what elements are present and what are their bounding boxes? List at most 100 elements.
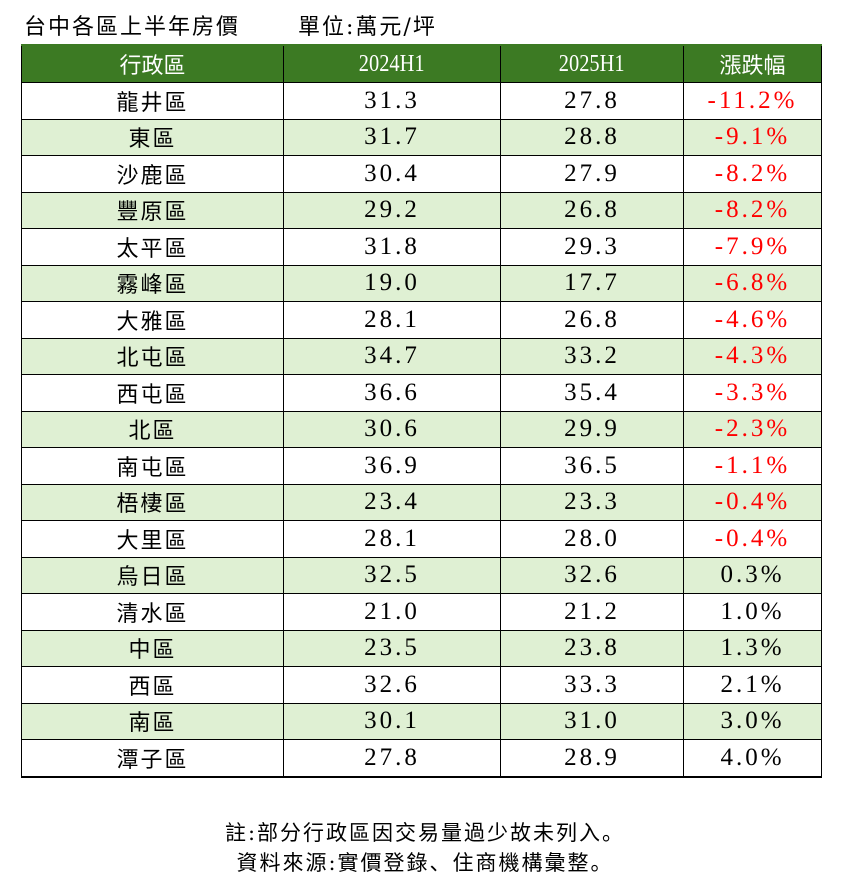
table-row: 西屯區 36.6 35.4 -3.3%: [21, 374, 822, 411]
change-cell: -0.4%: [683, 520, 822, 557]
table-row: 北屯區 34.7 33.2 -4.3%: [21, 337, 822, 375]
table-body: 龍井區 31.3 27.8 -11.2% 東區 31.7 28.8 -9.1% 沙鹿區 30.4 2…: [21, 82, 822, 778]
change-cell: -4.3%: [683, 337, 822, 375]
change-cell: 4.0%: [683, 739, 822, 778]
h2024-cell: 30.1: [283, 702, 501, 740]
change-cell: -7.9%: [683, 228, 822, 265]
table-row: 霧峰區 19.0 17.7 -6.8%: [21, 264, 822, 302]
change-cell: 1.3%: [683, 629, 822, 667]
district-cell: 大里區: [21, 520, 284, 557]
h2025-cell: 33.3: [500, 666, 684, 703]
table-row: 大雅區 28.1 26.8 -4.6%: [21, 301, 822, 338]
h2025-cell: 27.9: [500, 155, 684, 192]
h2024-cell: 23.5: [283, 629, 501, 667]
h2024-cell: 34.7: [283, 337, 501, 375]
district-cell: 中區: [21, 629, 284, 667]
h2025-cell: 21.2: [500, 593, 684, 630]
h2025-cell: 26.8: [500, 301, 684, 338]
table-row: 龍井區 31.3 27.8 -11.2%: [21, 82, 822, 119]
header-2025h1-label: 2025H1: [559, 50, 625, 77]
change-cell: -9.1%: [683, 118, 822, 156]
change-cell: -2.3%: [683, 410, 822, 448]
h2025-cell: 17.7: [500, 264, 684, 302]
note-exclusion: 註:部分行政區因交易量過少故未列入。: [224, 821, 626, 845]
table-row: 南區 30.1 31.0 3.0%: [21, 702, 822, 740]
h2024-cell: 36.9: [283, 447, 501, 484]
title-row: 台中各區上半年房價 單位:萬元/坪: [24, 8, 437, 42]
district-cell: 豐原區: [21, 191, 284, 229]
h2024-cell: 21.0: [283, 593, 501, 630]
district-cell: 沙鹿區: [21, 155, 284, 192]
notes: 註:部分行政區因交易量過少故未列入。 資料來源:實價登錄、住商機構彙整。: [0, 818, 850, 878]
h2025-cell: 35.4: [500, 374, 684, 411]
h2025-cell: 28.9: [500, 739, 684, 778]
h2024-cell: 29.2: [283, 191, 501, 229]
change-cell: 1.0%: [683, 593, 822, 630]
h2025-cell: 36.5: [500, 447, 684, 484]
header-change: 漲跌幅: [683, 44, 822, 83]
h2024-cell: 31.7: [283, 118, 501, 156]
header-2024h1-label: 2024H1: [359, 50, 425, 77]
district-cell: 太平區: [21, 228, 284, 265]
table-row: 潭子區 27.8 28.9 4.0%: [21, 739, 822, 778]
district-cell: 北屯區: [21, 337, 284, 375]
table-row: 大里區 28.1 28.0 -0.4%: [21, 520, 822, 557]
district-cell: 南區: [21, 702, 284, 740]
table-row: 東區 31.7 28.8 -9.1%: [21, 118, 822, 156]
h2024-cell: 30.6: [283, 410, 501, 448]
h2024-cell: 28.1: [283, 520, 501, 557]
change-cell: -6.8%: [683, 264, 822, 302]
change-cell: -8.2%: [683, 191, 822, 229]
unit-label: 單位:萬元/坪: [298, 15, 437, 40]
h2025-cell: 33.2: [500, 337, 684, 375]
change-cell: 3.0%: [683, 702, 822, 740]
table-row: 西區 32.6 33.3 2.1%: [21, 666, 822, 703]
district-cell: 南屯區: [21, 447, 284, 484]
h2025-cell: 26.8: [500, 191, 684, 229]
h2024-cell: 19.0: [283, 264, 501, 302]
h2025-cell: 28.8: [500, 118, 684, 156]
table-row: 南屯區 36.9 36.5 -1.1%: [21, 447, 822, 484]
change-cell: -11.2%: [683, 82, 822, 119]
district-cell: 西區: [21, 666, 284, 703]
h2025-cell: 27.8: [500, 82, 684, 119]
header-2025h1: 2025H1: [500, 44, 684, 83]
h2025-cell: 23.8: [500, 629, 684, 667]
change-cell: -3.3%: [683, 374, 822, 411]
district-cell: 西屯區: [21, 374, 284, 411]
change-cell: -4.6%: [683, 301, 822, 338]
page-title: 台中各區上半年房價: [24, 15, 241, 40]
h2024-cell: 23.4: [283, 483, 501, 521]
h2024-cell: 31.3: [283, 82, 501, 119]
district-cell: 東區: [21, 118, 284, 156]
table-row: 中區 23.5 23.8 1.3%: [21, 629, 822, 667]
district-cell: 龍井區: [21, 82, 284, 119]
h2024-cell: 31.8: [283, 228, 501, 265]
change-cell: -0.4%: [683, 483, 822, 521]
change-cell: 2.1%: [683, 666, 822, 703]
district-cell: 清水區: [21, 593, 284, 630]
h2024-cell: 32.6: [283, 666, 501, 703]
header-2024h1: 2024H1: [283, 44, 501, 83]
change-cell: 0.3%: [683, 556, 822, 594]
table-row: 清水區 21.0 21.2 1.0%: [21, 593, 822, 630]
h2025-cell: 28.0: [500, 520, 684, 557]
header-row: 行政區 2024H1 2025H1 漲跌幅: [21, 44, 822, 83]
change-cell: -1.1%: [683, 447, 822, 484]
table-row: 烏日區 32.5 32.6 0.3%: [21, 556, 822, 594]
table-row: 北區 30.6 29.9 -2.3%: [21, 410, 822, 448]
h2024-cell: 36.6: [283, 374, 501, 411]
district-cell: 北區: [21, 410, 284, 448]
change-cell: -8.2%: [683, 155, 822, 192]
h2025-cell: 29.9: [500, 410, 684, 448]
h2025-cell: 29.3: [500, 228, 684, 265]
table-row: 太平區 31.8 29.3 -7.9%: [21, 228, 822, 265]
header-district: 行政區: [21, 44, 284, 83]
district-cell: 霧峰區: [21, 264, 284, 302]
h2024-cell: 27.8: [283, 739, 501, 778]
h2025-cell: 23.3: [500, 483, 684, 521]
h2025-cell: 32.6: [500, 556, 684, 594]
district-cell: 潭子區: [21, 739, 284, 778]
table-row: 沙鹿區 30.4 27.9 -8.2%: [21, 155, 822, 192]
h2024-cell: 30.4: [283, 155, 501, 192]
